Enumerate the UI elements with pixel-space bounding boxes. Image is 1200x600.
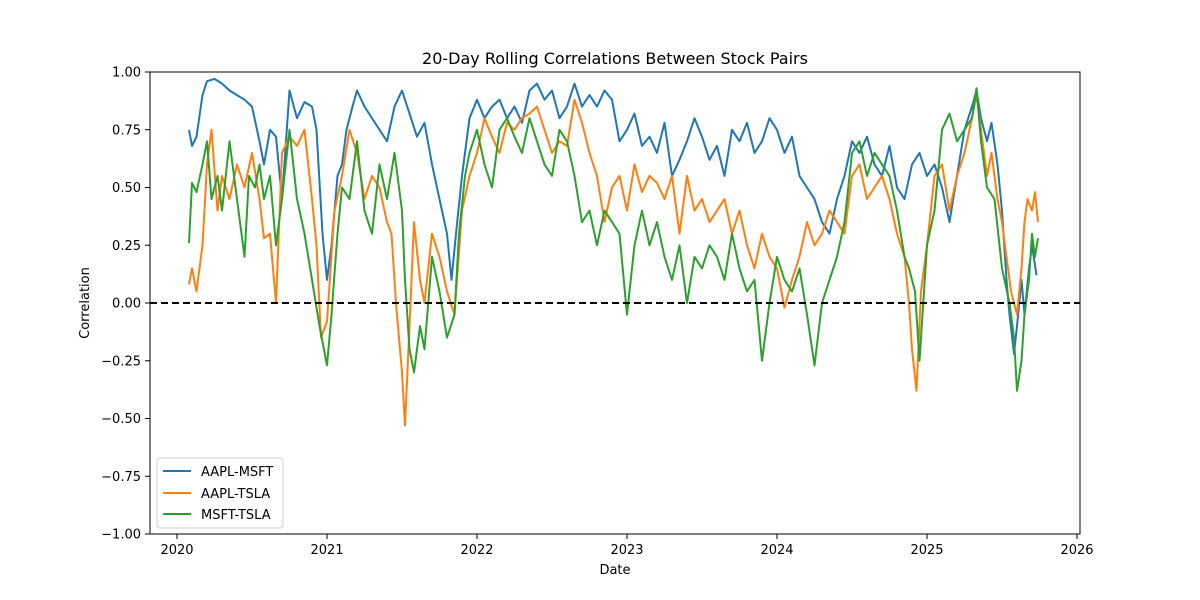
series-line-aapl-msft [188,77,1038,355]
y-axis-label: Correlation [78,267,93,339]
y-tick-label: −0.25 [101,354,141,369]
y-tick-label: 0.75 [112,123,141,138]
legend-label-msft-tsla: MSFT-TSLA [201,508,271,523]
chart-title: 20-Day Rolling Correlations Between Stoc… [422,49,808,68]
y-tick-label: 0.25 [112,239,141,254]
x-tick-label: 2024 [760,543,793,558]
legend-label-aapl-tsla: AAPL-TSLA [201,487,270,502]
x-axis-label: Date [599,563,630,578]
legend-box [156,457,284,529]
y-tick-label: 0.00 [112,297,141,312]
series-line-aapl-tsla [188,94,1039,427]
plot-area [149,71,1081,535]
x-tick-label: 2022 [460,543,493,558]
legend: AAPL-MSFT AAPL-TSLA MSFT-TSLA [156,457,284,529]
y-axis: −1.00 −0.75 −0.50 −0.25 0.00 0.25 0.50 0.75 1.00 [101,66,150,543]
y-tick-label: −0.75 [101,470,141,485]
x-tick-label: 2025 [910,543,943,558]
y-tick-label: −0.50 [101,412,141,427]
x-tick-label: 2020 [160,543,193,558]
x-axis: 2020 2021 2022 2023 2024 2025 2026 [160,534,1094,558]
x-tick-label: 2023 [610,543,643,558]
y-tick-label: 1.00 [112,66,141,81]
x-tick-label: 2021 [310,543,343,558]
series-layer [188,77,1039,427]
legend-label-aapl-msft: AAPL-MSFT [201,465,273,480]
series-line-msft-tsla [188,87,1039,392]
x-tick-label: 2026 [1060,543,1093,558]
y-tick-label: 0.50 [112,181,141,196]
y-tick-label: −1.00 [101,528,141,543]
